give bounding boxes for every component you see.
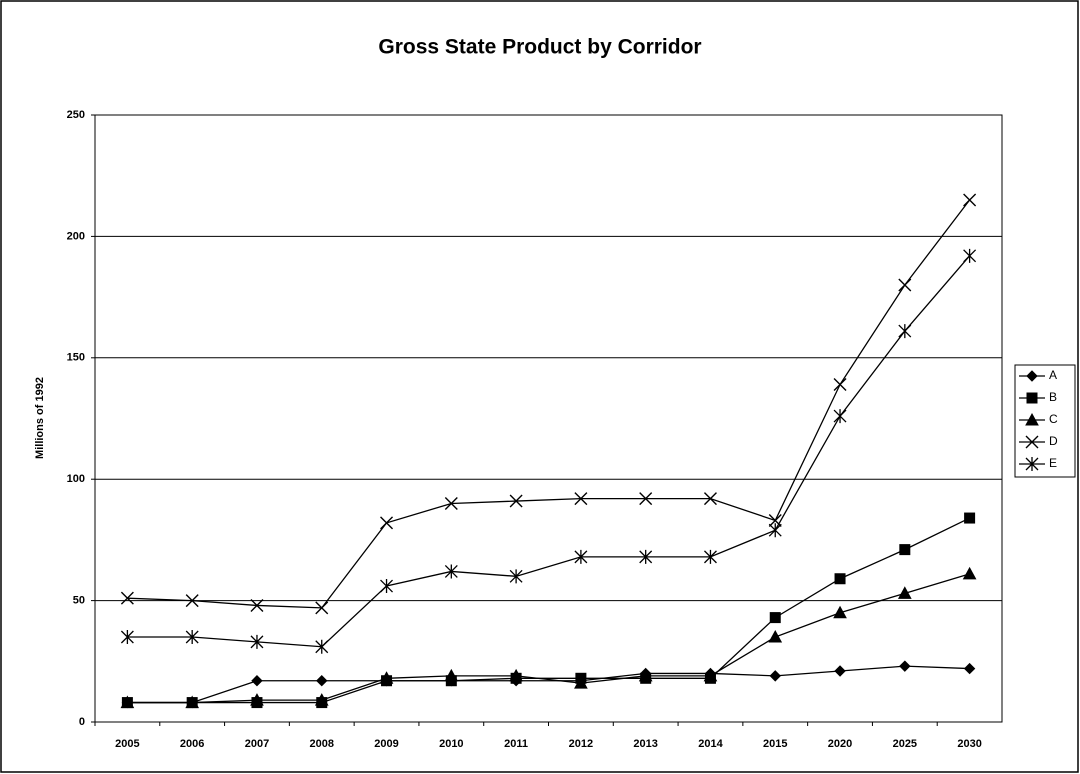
- x-tick-label: 2010: [439, 738, 463, 750]
- legend-label: C: [1049, 412, 1058, 426]
- marker: [962, 566, 977, 580]
- marker: [768, 513, 782, 527]
- y-tick-label: 0: [79, 716, 85, 728]
- marker: [639, 549, 653, 564]
- x-tick-label: 2014: [698, 738, 723, 750]
- marker: [704, 549, 717, 564]
- marker: [250, 634, 264, 649]
- legend-label: A: [1049, 368, 1057, 382]
- marker: [250, 598, 264, 612]
- marker: [638, 668, 653, 682]
- marker: [444, 496, 458, 510]
- marker: [315, 601, 329, 615]
- marker: [574, 492, 588, 506]
- marker: [185, 695, 200, 709]
- marker: [963, 248, 977, 263]
- marker: [444, 668, 459, 682]
- x-tick-label: 2020: [828, 738, 852, 750]
- chart-title: Gross State Product by Corridor: [378, 36, 701, 59]
- marker: [1025, 435, 1039, 449]
- marker: [251, 675, 263, 687]
- x-tick-label: 2007: [245, 738, 269, 750]
- marker: [444, 564, 458, 579]
- marker: [120, 695, 135, 709]
- marker: [1025, 412, 1039, 426]
- marker: [1025, 457, 1039, 471]
- legend-label: E: [1049, 456, 1057, 470]
- marker: [316, 675, 328, 687]
- series-line: [127, 573, 970, 704]
- x-tick-label: 2011: [504, 738, 528, 750]
- marker: [509, 569, 523, 584]
- x-tick-label: 2008: [310, 738, 334, 750]
- marker: [703, 492, 717, 506]
- marker: [769, 612, 781, 624]
- marker: [315, 639, 329, 654]
- y-tick-label: 150: [67, 352, 85, 364]
- y-tick-label: 250: [67, 109, 85, 121]
- legend-label: D: [1049, 434, 1058, 448]
- series-line: [127, 199, 971, 609]
- marker: [768, 523, 782, 538]
- marker: [314, 693, 329, 706]
- series-line: [127, 517, 970, 704]
- x-tick-label: 2005: [115, 738, 139, 750]
- marker: [898, 324, 912, 339]
- marker: [574, 549, 588, 564]
- marker: [509, 668, 523, 682]
- y-axis-label: Millions of 1992: [34, 377, 46, 459]
- marker: [1026, 392, 1038, 404]
- marker: [380, 516, 394, 530]
- series-line: [127, 665, 970, 704]
- marker: [834, 573, 846, 585]
- x-tick-label: 2006: [180, 738, 204, 750]
- marker: [897, 586, 912, 599]
- marker: [379, 671, 394, 684]
- x-tick-label: 2009: [374, 738, 398, 750]
- y-tick-label: 200: [67, 230, 85, 242]
- x-tick-label: 2030: [957, 738, 981, 750]
- marker: [899, 660, 911, 672]
- marker: [120, 630, 134, 645]
- marker: [639, 492, 653, 506]
- marker: [833, 378, 847, 392]
- marker: [833, 409, 847, 424]
- marker: [120, 591, 134, 605]
- plot-area: [94, 114, 1003, 723]
- marker: [768, 629, 783, 643]
- x-tick-label: 2015: [763, 738, 787, 750]
- marker: [834, 665, 846, 677]
- x-tick-label: 2012: [569, 738, 593, 750]
- marker: [509, 494, 523, 508]
- y-tick-label: 100: [67, 473, 85, 485]
- x-tick-label: 2013: [633, 738, 657, 750]
- marker: [250, 693, 264, 706]
- marker: [769, 670, 781, 682]
- marker: [380, 579, 393, 594]
- marker: [963, 193, 977, 207]
- marker: [964, 512, 976, 524]
- marker: [185, 630, 199, 645]
- legend-label: B: [1049, 390, 1057, 404]
- marker: [898, 278, 912, 292]
- legend-box: [1014, 364, 1076, 478]
- marker: [185, 594, 199, 608]
- x-tick-label: 2025: [893, 738, 917, 750]
- marker: [574, 676, 588, 689]
- series-line: [127, 255, 971, 648]
- marker: [899, 544, 911, 556]
- marker: [963, 662, 976, 675]
- y-tick-label: 50: [73, 595, 85, 607]
- marker: [833, 605, 847, 619]
- marker: [1026, 370, 1038, 382]
- marker: [703, 668, 718, 682]
